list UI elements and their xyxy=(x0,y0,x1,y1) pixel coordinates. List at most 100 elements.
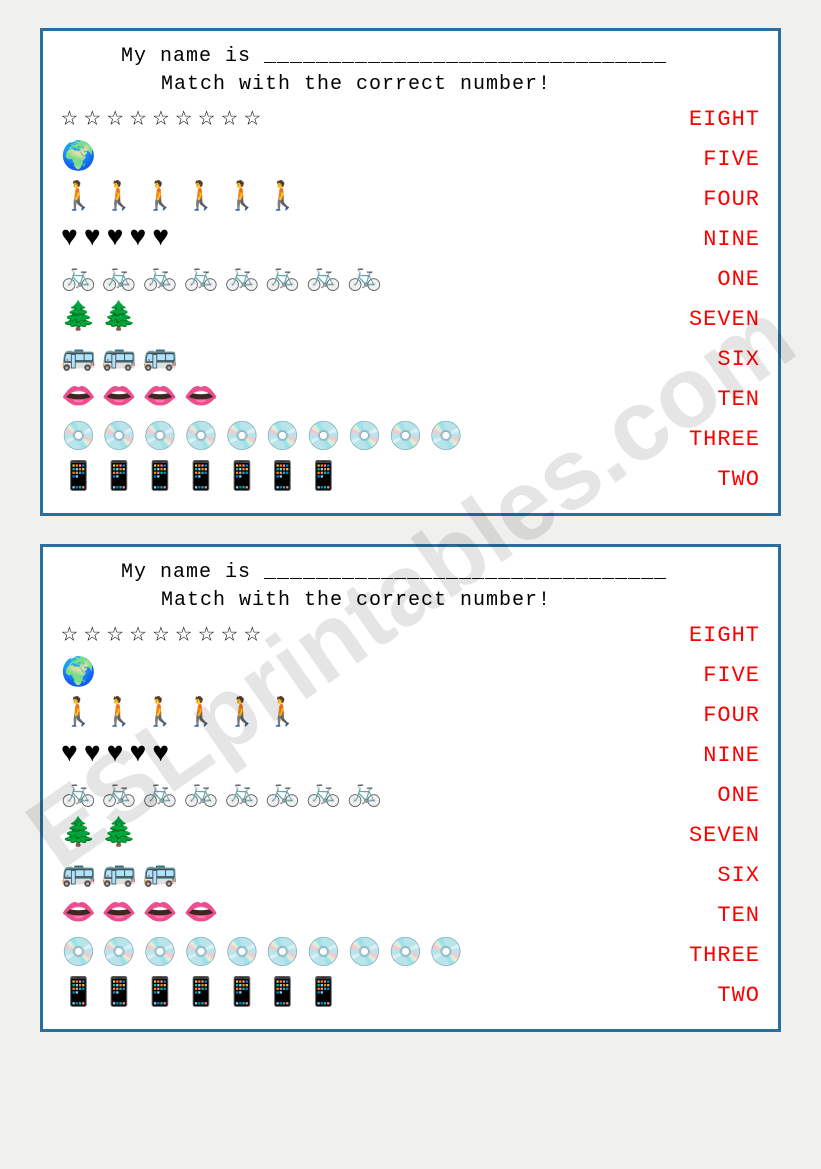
cd-icon: 💿 xyxy=(265,941,300,969)
cd-icon: 💿 xyxy=(143,941,178,969)
globe-icon: 🌍 xyxy=(61,145,96,173)
person-icon: 🚶 xyxy=(184,185,219,213)
icon-row-tree: 🌲🌲 xyxy=(61,299,650,339)
bicycle-icon: 🚲 xyxy=(184,265,219,293)
number-word: TWO xyxy=(650,975,760,1015)
person-icon: 🚶 xyxy=(225,701,260,729)
heart-icon: ♥ xyxy=(129,741,146,769)
star-icon: ☆ xyxy=(244,621,261,649)
lips-icon: 👄 xyxy=(102,385,137,413)
icon-row-bus: 🚌🚌🚌 xyxy=(61,855,650,895)
star-icon: ☆ xyxy=(175,105,192,133)
bus-icon: 🚌 xyxy=(102,861,137,889)
lips-icon: 👄 xyxy=(143,385,178,413)
cd-icon: 💿 xyxy=(306,941,341,969)
worksheet-panel: My name is _____________________________… xyxy=(40,544,781,1032)
number-word: NINE xyxy=(650,219,760,259)
heart-icon: ♥ xyxy=(107,225,124,253)
person-icon: 🚶 xyxy=(102,185,137,213)
numbers-column: EIGHTFIVEFOURNINEONESEVENSIXTENTHREETWO xyxy=(650,615,760,1015)
bicycle-icon: 🚲 xyxy=(143,781,178,809)
star-icon: ☆ xyxy=(84,621,101,649)
icon-row-lips: 👄👄👄👄 xyxy=(61,379,650,419)
cd-icon: 💿 xyxy=(347,941,382,969)
cd-icon: 💿 xyxy=(143,425,178,453)
bus-icon: 🚌 xyxy=(143,861,178,889)
icons-column: ☆☆☆☆☆☆☆☆☆🌍🚶🚶🚶🚶🚶🚶♥♥♥♥♥🚲🚲🚲🚲🚲🚲🚲🚲🌲🌲🚌🚌🚌👄👄👄👄💿💿… xyxy=(61,99,650,499)
name-blank[interactable]: _______________________________ xyxy=(264,45,667,68)
tree-icon: 🌲 xyxy=(61,305,96,333)
number-word: FOUR xyxy=(650,695,760,735)
icon-row-cd: 💿💿💿💿💿💿💿💿💿💿 xyxy=(61,935,650,975)
icon-row-bicycle: 🚲🚲🚲🚲🚲🚲🚲🚲 xyxy=(61,775,650,815)
icon-row-bicycle: 🚲🚲🚲🚲🚲🚲🚲🚲 xyxy=(61,259,650,299)
heart-icon: ♥ xyxy=(152,225,169,253)
bicycle-icon: 🚲 xyxy=(265,781,300,809)
number-word: SIX xyxy=(650,855,760,895)
cd-icon: 💿 xyxy=(388,425,423,453)
panel-header: My name is _____________________________… xyxy=(61,43,760,99)
star-icon: ☆ xyxy=(61,621,78,649)
phone-icon: 📱 xyxy=(143,981,178,1009)
star-icon: ☆ xyxy=(152,105,169,133)
star-icon: ☆ xyxy=(221,105,238,133)
worksheet-panel: My name is _____________________________… xyxy=(40,28,781,516)
cd-icon: 💿 xyxy=(225,425,260,453)
bus-icon: 🚌 xyxy=(61,345,96,373)
bicycle-icon: 🚲 xyxy=(184,781,219,809)
tree-icon: 🌲 xyxy=(102,305,137,333)
lips-icon: 👄 xyxy=(184,901,219,929)
star-icon: ☆ xyxy=(221,621,238,649)
bicycle-icon: 🚲 xyxy=(265,265,300,293)
number-word: EIGHT xyxy=(650,99,760,139)
number-word: FIVE xyxy=(650,655,760,695)
cd-icon: 💿 xyxy=(61,425,96,453)
icon-row-star: ☆☆☆☆☆☆☆☆☆ xyxy=(61,615,650,655)
phone-icon: 📱 xyxy=(265,465,300,493)
cd-icon: 💿 xyxy=(388,941,423,969)
person-icon: 🚶 xyxy=(184,701,219,729)
phone-icon: 📱 xyxy=(306,465,341,493)
cd-icon: 💿 xyxy=(184,941,219,969)
icon-row-bus: 🚌🚌🚌 xyxy=(61,339,650,379)
heart-icon: ♥ xyxy=(107,741,124,769)
lips-icon: 👄 xyxy=(61,385,96,413)
star-icon: ☆ xyxy=(175,621,192,649)
phone-icon: 📱 xyxy=(102,465,137,493)
star-icon: ☆ xyxy=(130,621,147,649)
icon-row-phone: 📱📱📱📱📱📱📱 xyxy=(61,975,650,1015)
cd-icon: 💿 xyxy=(347,425,382,453)
number-word: NINE xyxy=(650,735,760,775)
heart-icon: ♥ xyxy=(84,225,101,253)
person-icon: 🚶 xyxy=(225,185,260,213)
phone-icon: 📱 xyxy=(143,465,178,493)
globe-icon: 🌍 xyxy=(61,661,96,689)
star-icon: ☆ xyxy=(61,105,78,133)
star-icon: ☆ xyxy=(198,621,215,649)
icon-row-lips: 👄👄👄👄 xyxy=(61,895,650,935)
instruction-text: Match with the correct number! xyxy=(61,587,760,615)
name-label: My name is xyxy=(121,45,251,68)
phone-icon: 📱 xyxy=(184,981,219,1009)
name-blank[interactable]: _______________________________ xyxy=(264,561,667,584)
icon-row-heart: ♥♥♥♥♥ xyxy=(61,735,650,775)
bus-icon: 🚌 xyxy=(61,861,96,889)
phone-icon: 📱 xyxy=(61,465,96,493)
bicycle-icon: 🚲 xyxy=(347,781,382,809)
person-icon: 🚶 xyxy=(102,701,137,729)
bicycle-icon: 🚲 xyxy=(61,265,96,293)
phone-icon: 📱 xyxy=(265,981,300,1009)
cd-icon: 💿 xyxy=(61,941,96,969)
person-icon: 🚶 xyxy=(61,701,96,729)
number-word: THREE xyxy=(650,935,760,975)
lips-icon: 👄 xyxy=(143,901,178,929)
star-icon: ☆ xyxy=(130,105,147,133)
panel-header: My name is _____________________________… xyxy=(61,559,760,615)
name-label: My name is xyxy=(121,561,251,584)
number-word: TEN xyxy=(650,895,760,935)
star-icon: ☆ xyxy=(198,105,215,133)
phone-icon: 📱 xyxy=(306,981,341,1009)
person-icon: 🚶 xyxy=(143,185,178,213)
bicycle-icon: 🚲 xyxy=(306,265,341,293)
phone-icon: 📱 xyxy=(102,981,137,1009)
